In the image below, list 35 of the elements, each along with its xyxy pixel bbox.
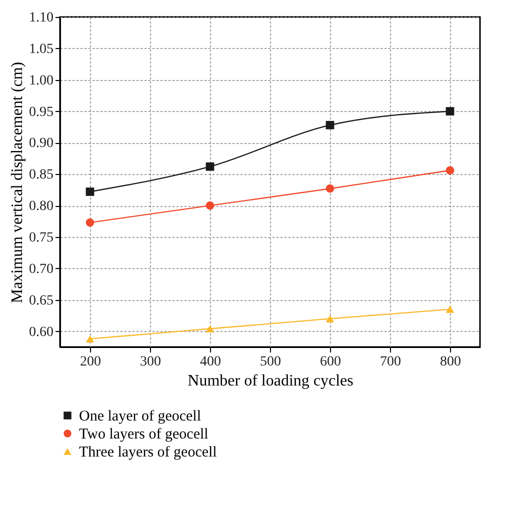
point bbox=[446, 107, 454, 116]
x-axis-title: Number of loading cycles bbox=[188, 372, 354, 390]
point bbox=[446, 166, 454, 175]
point bbox=[86, 188, 94, 196]
y-tick-label: 0.95 bbox=[29, 104, 54, 120]
point bbox=[206, 325, 214, 332]
y-tick-label: 0.75 bbox=[29, 230, 54, 246]
legend-label: One layer of geocell bbox=[79, 408, 202, 424]
y-tick-label: 0.70 bbox=[29, 262, 54, 277]
x-tick-label: 400 bbox=[200, 354, 221, 370]
point bbox=[446, 306, 454, 313]
point bbox=[326, 120, 334, 130]
y-tick-label: 0.60 bbox=[29, 324, 54, 340]
y-tick-label: 1.00 bbox=[29, 73, 54, 88]
x-tick-label: 300 bbox=[140, 354, 161, 370]
y-tick-label: 0.85 bbox=[29, 168, 54, 183]
point bbox=[326, 315, 334, 322]
x-tick-label: 500 bbox=[260, 354, 281, 370]
point bbox=[206, 201, 214, 210]
point bbox=[86, 335, 94, 342]
y-axis-title: Maximum vertical displacement (cm) bbox=[9, 62, 26, 304]
point bbox=[206, 162, 214, 171]
y-tick-label: 0.65 bbox=[29, 293, 54, 308]
legend-label: Three layers of geocell bbox=[79, 444, 217, 460]
x-tick-label: 800 bbox=[440, 354, 461, 370]
y-tick-label: 0.80 bbox=[29, 199, 54, 214]
point bbox=[326, 184, 334, 193]
y-tick-label: 1.05 bbox=[29, 42, 54, 57]
point bbox=[86, 218, 94, 227]
x-tick-label: 600 bbox=[320, 354, 341, 370]
x-tick-label: 700 bbox=[380, 354, 401, 370]
legend-label: Two layers of geocell bbox=[79, 426, 208, 442]
x-tick-label: 200 bbox=[80, 354, 101, 370]
y-tick-label: 1.10 bbox=[29, 10, 54, 26]
y-tick-label: 0.90 bbox=[29, 136, 54, 152]
